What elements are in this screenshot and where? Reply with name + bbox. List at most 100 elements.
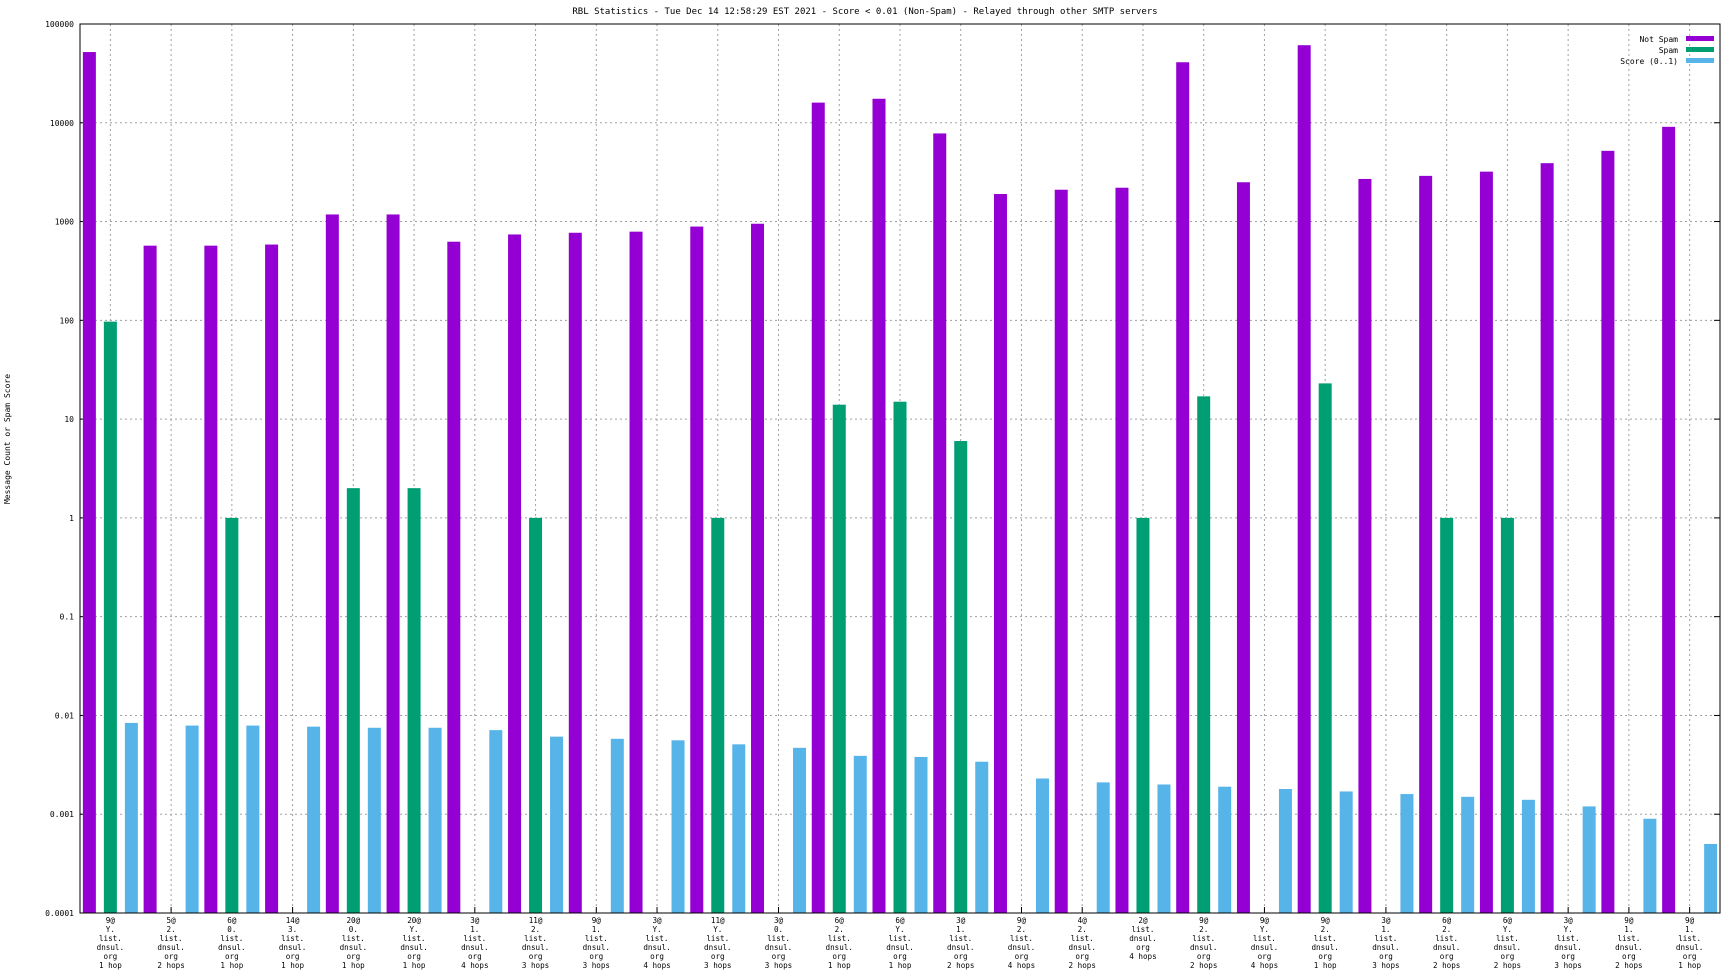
x-tick-label: dnsul. <box>765 943 792 952</box>
x-tick-label: org <box>1561 952 1575 961</box>
x-tick-label: 1 hop <box>281 961 304 970</box>
x-tick-label: 2. <box>1199 925 1208 934</box>
x-tick-label: list. <box>828 934 851 943</box>
bar <box>993 194 1007 914</box>
chart-title: RBL Statistics - Tue Dec 14 12:58:29 EST… <box>572 7 1157 17</box>
x-tick-label: org <box>1501 952 1515 961</box>
x-tick-label: 4@ <box>1078 916 1088 925</box>
bar <box>508 234 522 914</box>
x-tick-label: 11@ <box>711 916 725 925</box>
x-tick-label: list. <box>1617 934 1640 943</box>
bar <box>1704 843 1718 913</box>
bar <box>711 517 725 913</box>
bar <box>872 98 886 914</box>
x-tick-label: org <box>1197 952 1211 961</box>
x-tick-label: Y. <box>1260 925 1269 934</box>
x-tick-label: org <box>1136 943 1150 952</box>
x-tick-label: list. <box>281 934 304 943</box>
bar <box>386 214 400 914</box>
x-tick-label: list. <box>1678 934 1701 943</box>
x-tick-label: list. <box>99 934 122 943</box>
x-tick-label: org <box>1622 952 1636 961</box>
bar <box>489 730 503 913</box>
bar <box>367 727 381 913</box>
x-tick-label: org <box>164 952 178 961</box>
bar <box>629 231 643 913</box>
x-tick-label: org <box>650 952 664 961</box>
x-tick-label: 1 hop <box>99 961 122 970</box>
x-tick-label: 3 hops <box>583 961 610 970</box>
bar <box>751 223 765 913</box>
x-tick-label: dnsul. <box>1494 943 1521 952</box>
bar <box>124 722 138 913</box>
x-tick-label: list. <box>1253 934 1276 943</box>
x-tick-label: list. <box>1435 934 1458 943</box>
legend: Not Spam Spam Score (0..1) <box>1620 35 1714 66</box>
x-tick-label: Y. <box>895 925 904 934</box>
x-tick-label: list. <box>585 934 608 943</box>
x-tick-label: 3@ <box>470 916 480 925</box>
x-tick-label: org <box>589 952 603 961</box>
bar <box>1540 163 1554 913</box>
x-tick-label: 2. <box>1442 925 1451 934</box>
x-tick-label: org <box>286 952 300 961</box>
x-tick-label: 2. <box>1321 925 1330 934</box>
bar <box>914 756 928 913</box>
x-tick-label: org <box>772 952 786 961</box>
x-tick-label: 3 hops <box>522 961 549 970</box>
x-tick-label: list. <box>463 934 486 943</box>
x-tick-label: list. <box>1132 925 1155 934</box>
x-tick-label: Y. <box>409 925 418 934</box>
x-tick-label: list. <box>767 934 790 943</box>
x-tick-label: 3 hops <box>1554 961 1581 970</box>
legend-swatch <box>1686 47 1714 52</box>
x-tick-label: 9@ <box>1260 916 1270 925</box>
x-tick-label: org <box>832 952 846 961</box>
x-tick-label: dnsul. <box>826 943 853 952</box>
bar <box>225 517 239 913</box>
bar <box>407 488 421 913</box>
x-tick-label: 4 hops <box>643 961 670 970</box>
bar <box>1278 789 1292 913</box>
y-tick-label: 1 <box>69 514 74 523</box>
x-tick-label: dnsul. <box>218 943 245 952</box>
x-tick-label: Y. <box>1503 925 1512 934</box>
x-tick-label: dnsul. <box>279 943 306 952</box>
x-tick-label: dnsul. <box>157 943 184 952</box>
legend-label: Score (0..1) <box>1620 57 1678 66</box>
bar <box>1054 189 1068 914</box>
legend-swatch <box>1686 36 1714 41</box>
x-tick-label: org <box>1379 952 1393 961</box>
bar <box>933 133 947 914</box>
bar <box>1582 806 1596 913</box>
bar <box>793 747 807 913</box>
x-tick-label: Y. <box>652 925 661 934</box>
bar <box>1440 517 1454 913</box>
bar <box>853 755 867 913</box>
bar <box>1115 187 1129 913</box>
x-tick-label: dnsul. <box>704 943 731 952</box>
x-tick-label: 20@ <box>346 916 360 925</box>
x-tick-label: 1. <box>1624 925 1633 934</box>
x-tick-label: 3 hops <box>704 961 731 970</box>
y-tick-label: 10000 <box>50 119 74 128</box>
x-tick-label: org <box>346 952 360 961</box>
x-tick-label: 2. <box>1017 925 1026 934</box>
bar <box>893 401 907 913</box>
bar <box>1339 791 1353 913</box>
x-tick-label: dnsul. <box>1008 943 1035 952</box>
x-tick-label: 1 hop <box>220 961 243 970</box>
x-tick-label: 9@ <box>1624 916 1634 925</box>
x-tick-label: 3@ <box>652 916 662 925</box>
x-tick-label: 9@ <box>106 916 116 925</box>
bar <box>346 488 360 913</box>
y-tick-label: 0.01 <box>55 711 74 720</box>
bar <box>1197 396 1211 913</box>
x-tick-label: dnsul. <box>1433 943 1460 952</box>
bar <box>307 726 321 913</box>
x-tick-label: list. <box>949 934 972 943</box>
bar <box>1157 784 1171 913</box>
x-tick-label: 9@ <box>1321 916 1331 925</box>
x-tick-label: 2@ <box>1138 916 1148 925</box>
x-tick-label: list. <box>403 934 426 943</box>
